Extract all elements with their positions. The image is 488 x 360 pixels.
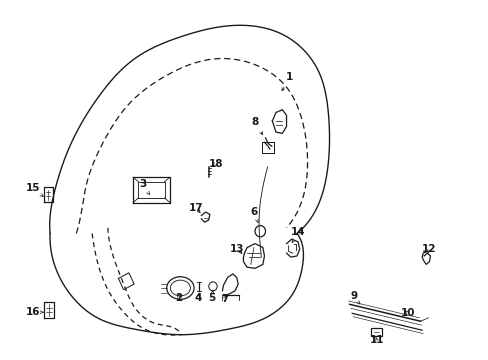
Text: 8: 8 <box>251 117 262 135</box>
Text: 4: 4 <box>194 293 202 303</box>
Text: 2: 2 <box>175 293 182 303</box>
Text: 3: 3 <box>139 179 149 194</box>
Text: 5: 5 <box>208 290 215 303</box>
Text: 6: 6 <box>250 207 258 222</box>
Circle shape <box>254 226 265 237</box>
Text: 10: 10 <box>400 308 415 318</box>
Text: 15: 15 <box>25 184 43 197</box>
Ellipse shape <box>170 280 190 296</box>
Text: 11: 11 <box>369 336 384 345</box>
Text: 13: 13 <box>229 244 244 254</box>
Text: 7: 7 <box>221 294 228 304</box>
Text: 12: 12 <box>421 244 436 254</box>
Bar <box>370 328 382 336</box>
Ellipse shape <box>166 277 194 299</box>
Text: 17: 17 <box>188 203 203 213</box>
Text: 1: 1 <box>282 72 293 91</box>
Text: 9: 9 <box>349 292 359 304</box>
Circle shape <box>208 282 217 291</box>
Text: 18: 18 <box>208 159 223 169</box>
FancyBboxPatch shape <box>261 142 274 153</box>
Text: 16: 16 <box>25 307 43 317</box>
Text: 14: 14 <box>290 227 305 242</box>
